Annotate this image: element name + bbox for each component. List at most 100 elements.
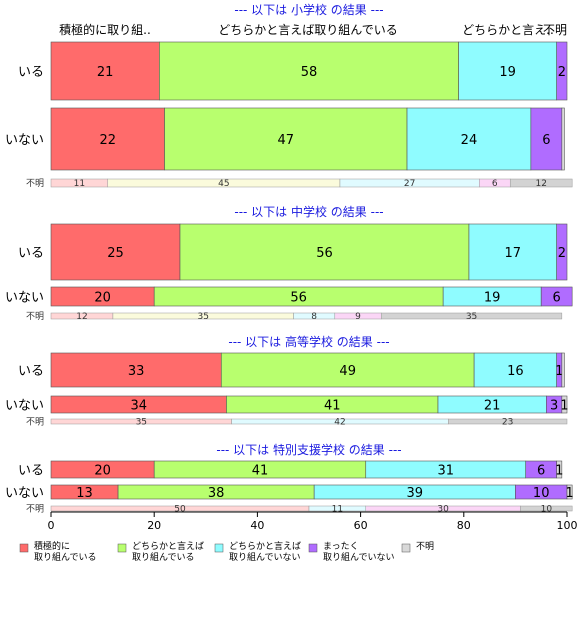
bar-segment-unknown: [520, 505, 573, 512]
bar-value-label: 3: [550, 399, 558, 414]
bar-value-label: 21: [97, 65, 114, 80]
bar-value-label: 21: [484, 399, 501, 414]
bar-value-label: 6: [537, 464, 545, 479]
x-tick-label: 60: [354, 519, 368, 532]
bar-segment: [50, 223, 181, 281]
row-label: いる: [18, 364, 44, 379]
bar-value-label: 49: [339, 364, 356, 379]
x-tick-label: 100: [557, 519, 578, 532]
bar-segment: [561, 352, 565, 388]
panel-title: --- 以下は 高等学校 の結果 ---: [228, 334, 389, 349]
bar-value-label: 24: [461, 133, 478, 148]
legend-swatch: [214, 543, 224, 553]
bar-segment: [164, 107, 408, 171]
bar-segment: [556, 41, 568, 101]
bar-value-label: 47: [278, 133, 295, 148]
bar-value-label: 1: [565, 486, 573, 501]
bar-segment: [561, 395, 568, 414]
panel-title: --- 以下は 小学校 の結果 ---: [234, 2, 383, 17]
legend-label: まったく取り組んでいない: [323, 541, 395, 563]
column-header: どちらかと言え..: [462, 23, 554, 37]
x-tick-label: 20: [147, 519, 161, 532]
bar-value-label: 20: [94, 291, 111, 306]
bar-value-label-unknown: 6: [492, 179, 498, 189]
row-label: いる: [18, 464, 44, 479]
bar-value-label-unknown: 27: [404, 179, 415, 189]
x-tick-label: 0: [48, 519, 55, 532]
bar-value-label: 2: [558, 246, 566, 261]
bar-segment: [50, 41, 160, 101]
bar-segment: [468, 223, 557, 281]
bar-value-label: 6: [553, 291, 561, 306]
bar-value-label-unknown: 35: [136, 418, 147, 428]
legend-item: 積極的に取り組んでいる: [19, 540, 97, 563]
bar-value-label: 19: [484, 291, 501, 306]
row-label-unknown: 不明: [26, 504, 44, 515]
bar-segment: [458, 41, 557, 101]
bar-value-label: 1: [555, 364, 563, 379]
row-label: いない: [5, 133, 44, 148]
bar-value-label: 13: [76, 486, 93, 501]
bar-value-label: 2: [558, 65, 566, 80]
bar-value-label-unknown: 11: [74, 179, 85, 189]
bar-segment-unknown: [380, 312, 563, 320]
row-label: いない: [5, 399, 44, 414]
panel-title: --- 以下は 中学校 の結果 ---: [234, 204, 383, 219]
bar-value-label: 19: [499, 65, 516, 80]
bar-value-label: 41: [252, 464, 269, 479]
bar-value-label: 58: [301, 65, 318, 80]
legend-swatch: [308, 543, 318, 553]
row-label-unknown: 不明: [26, 417, 44, 428]
legend-item: どちらかと言えば取り組んでいる: [117, 540, 204, 563]
bar-value-label-unknown: 50: [174, 505, 186, 515]
bar-value-label: 34: [130, 399, 147, 414]
bar-value-label: 41: [324, 399, 341, 414]
bar-value-label-unknown: 35: [466, 312, 477, 322]
row-label: いる: [18, 246, 44, 261]
bar-value-label: 1: [560, 399, 568, 414]
bar-value-label: 39: [407, 486, 424, 501]
bar-segment: [556, 223, 568, 281]
bar-segment: [159, 41, 459, 101]
bar-value-label-unknown: 9: [355, 312, 361, 322]
bar-value-label: 22: [99, 133, 116, 148]
bar-segment: [179, 223, 470, 281]
bar-value-label: 1: [555, 464, 563, 479]
legend-swatch: [401, 543, 411, 553]
bar-value-label: 56: [316, 246, 333, 261]
panel: --- 以下は 小学校 の結果 --- いる 21 58 19 2 いない 22 47 24 6 不明…: [5, 2, 573, 189]
bar-value-label-unknown: 11: [332, 505, 343, 515]
legend-item: どちらかと言えば取り組んでいない: [214, 540, 301, 563]
bar-segment: [566, 484, 573, 500]
legend-label: どちらかと言えば取り組んでいない: [229, 540, 301, 563]
legend-label: どちらかと言えば取り組んでいる: [132, 540, 204, 563]
bar-value-label-unknown: 45: [218, 179, 229, 189]
bar-segment: [473, 352, 557, 388]
bar-value-label-unknown: 12: [535, 179, 546, 189]
column-header: どちらかと言えば取り組んでいる: [218, 23, 397, 37]
column-header: 積極的に取り組..: [59, 22, 151, 37]
bar-value-label-unknown: 35: [197, 312, 208, 322]
legend-swatch: [117, 543, 127, 553]
bar-value-label-unknown: 42: [334, 418, 345, 428]
bar-value-label: 6: [542, 133, 550, 148]
row-label-unknown: 不明: [26, 311, 44, 322]
bar-segment: [406, 107, 532, 171]
panel-title: --- 以下は 特別支援学校 の結果 ---: [216, 442, 401, 457]
bar-value-label: 17: [505, 246, 522, 261]
bar-segment: [220, 352, 475, 388]
bar-value-label: 10: [533, 486, 550, 501]
bar-segment: [540, 286, 573, 307]
legend-label: 不明: [416, 541, 434, 552]
bar-segment: [530, 107, 563, 171]
bar-value-label-unknown: 23: [502, 418, 513, 428]
x-tick-label: 40: [250, 519, 264, 532]
bar-segment: [561, 107, 565, 171]
bar-value-label-unknown: 10: [541, 505, 553, 515]
legend-label: 積極的に取り組んでいる: [34, 540, 97, 563]
column-header: 不明: [543, 23, 567, 37]
bar-value-label: 56: [290, 291, 307, 306]
